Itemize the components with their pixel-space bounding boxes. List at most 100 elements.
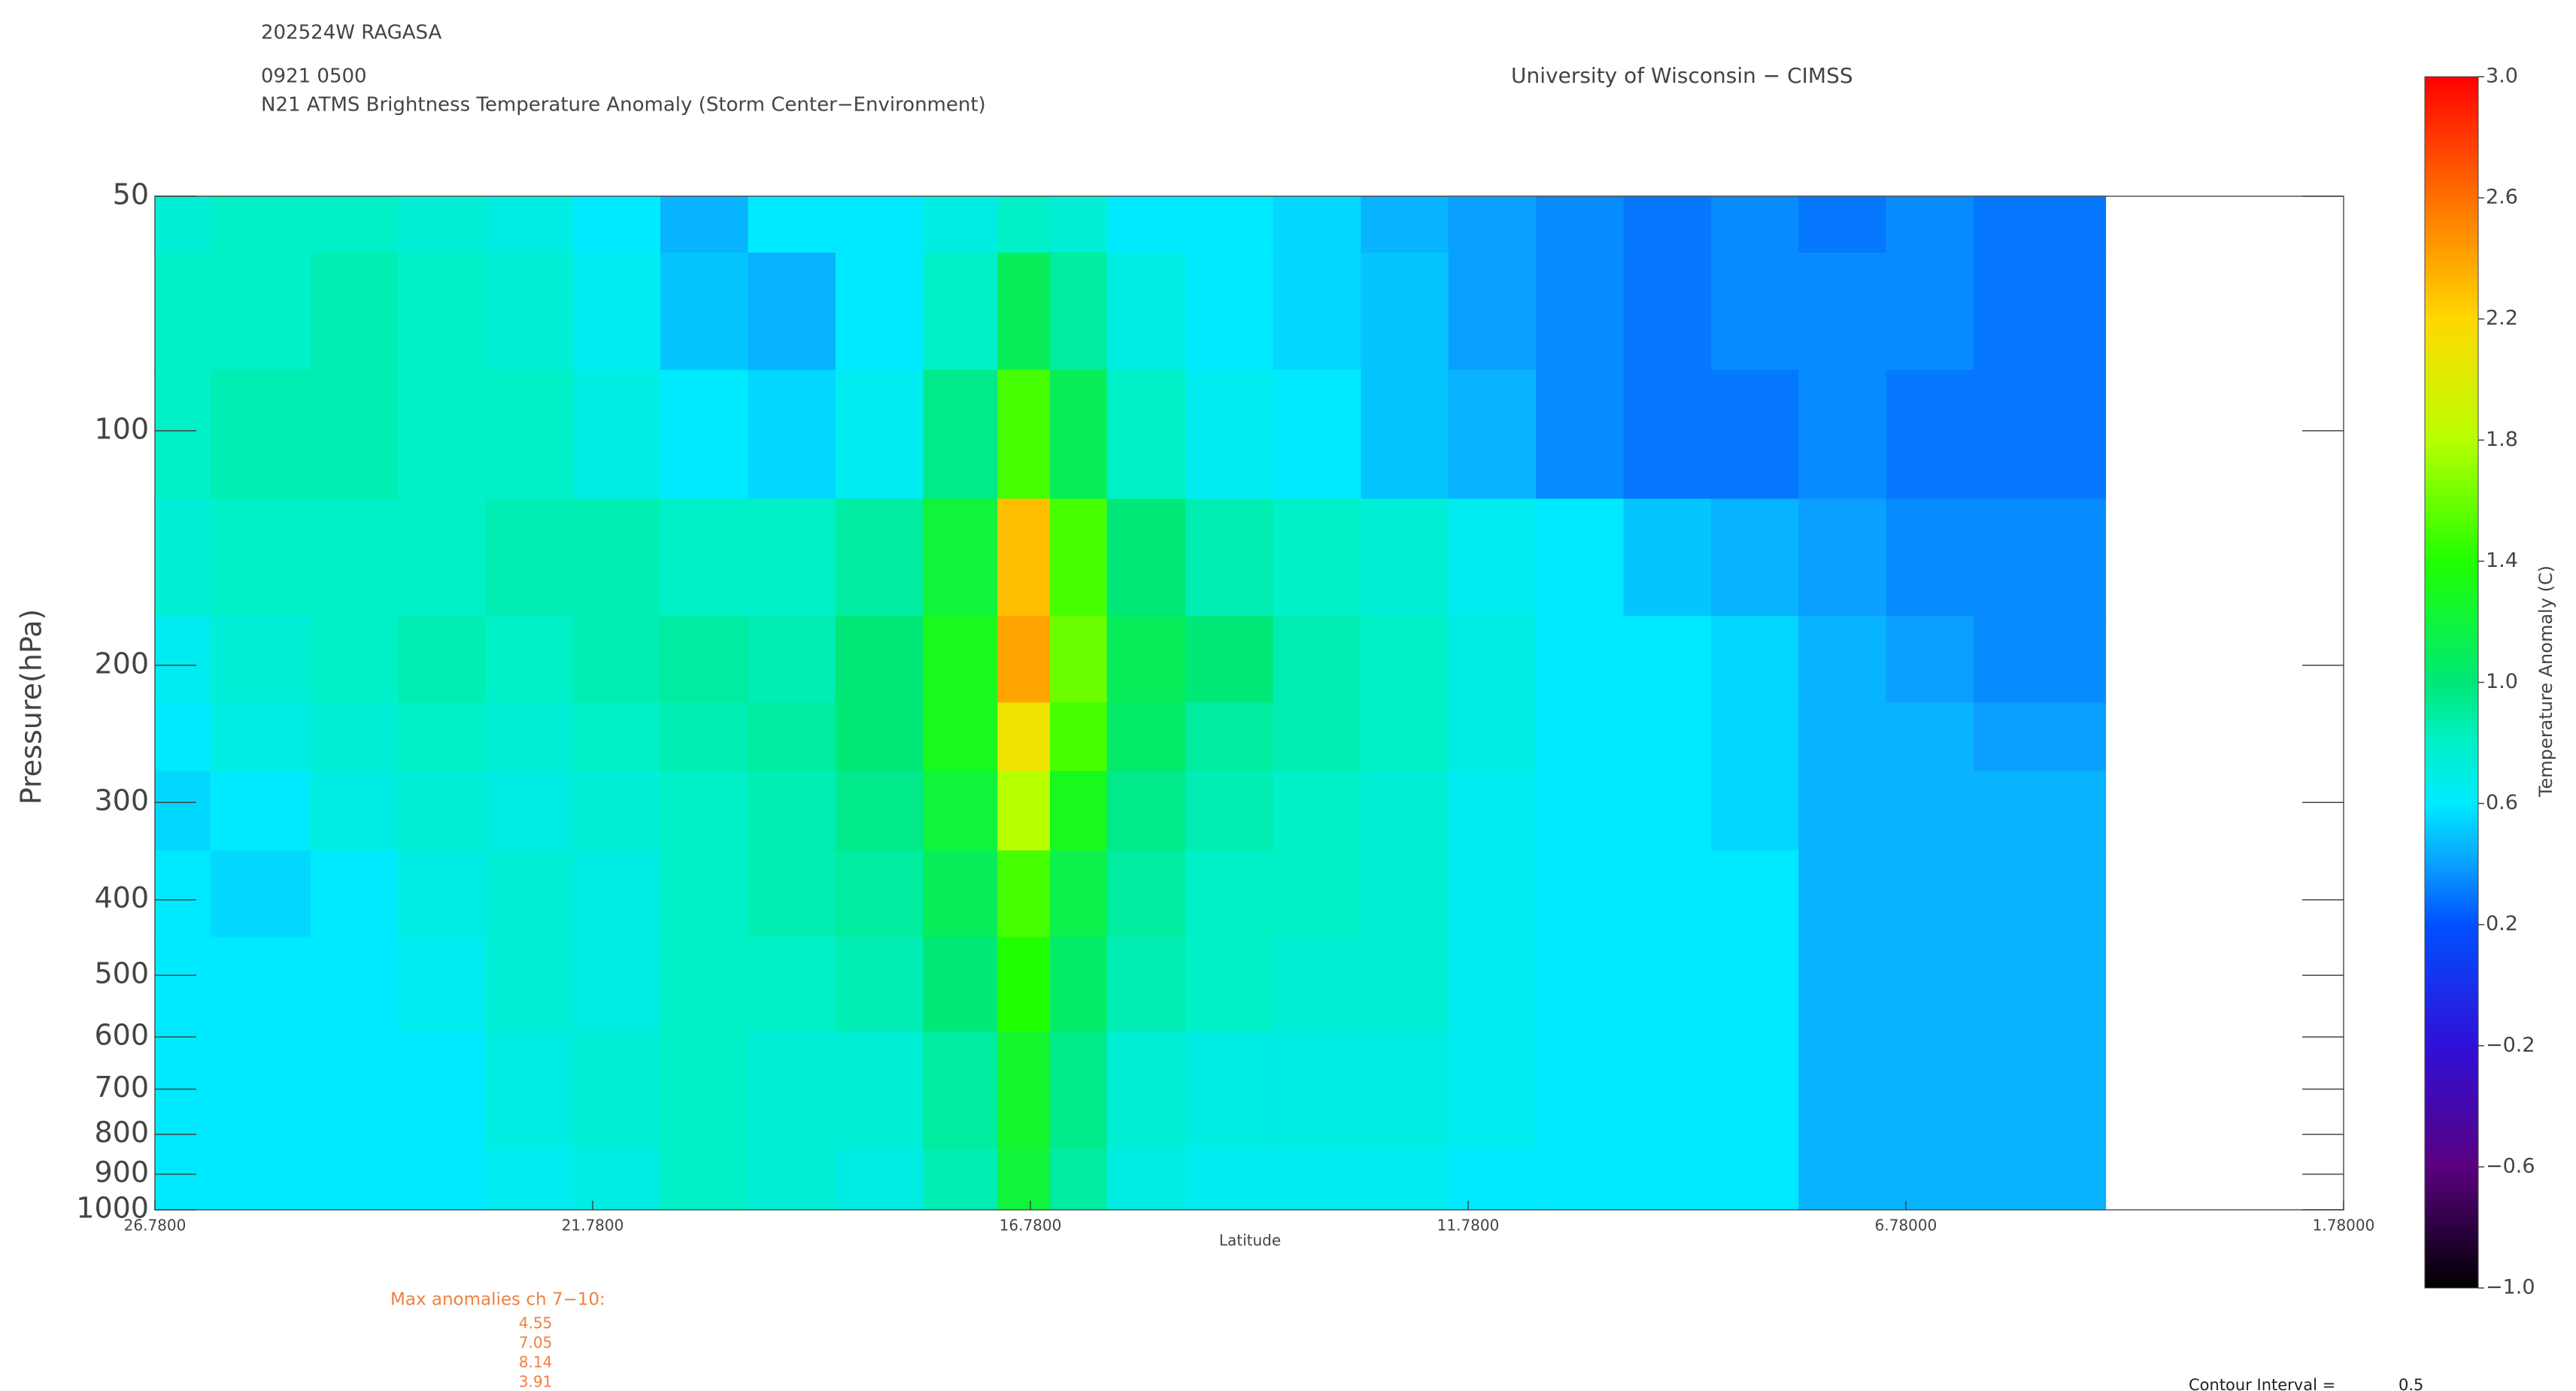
contour-cell <box>1448 499 1537 617</box>
contour-cell <box>1185 937 1275 1033</box>
x-axis-label: Latitude <box>1219 1232 1281 1250</box>
contour-cell <box>835 1149 924 1211</box>
contour-cell <box>835 499 924 617</box>
contour-cell <box>660 1149 749 1211</box>
contour-cell <box>572 850 662 938</box>
contour-cell <box>1050 369 1109 500</box>
plot-area <box>154 195 2107 1211</box>
contour-cell <box>397 616 487 704</box>
colorbar-tick-label: 3.0 <box>2486 65 2518 88</box>
contour-cell <box>1886 937 1975 1033</box>
contour-cell <box>154 195 212 254</box>
contour-cell <box>1536 195 1625 254</box>
contour-cell <box>310 1032 399 1150</box>
contour-cell <box>1106 771 1187 852</box>
y-tick-label: 50 <box>113 178 149 211</box>
contour-cell <box>1710 1032 1800 1150</box>
contour-cell <box>1974 1149 2062 1211</box>
contour-cell <box>1623 771 1713 852</box>
contour-cell <box>660 771 749 852</box>
contour-cell <box>1974 937 2062 1033</box>
contour-cell <box>1536 1149 1625 1211</box>
contour-cell <box>923 702 999 772</box>
contour-cell <box>1448 195 1537 254</box>
contour-cell <box>1798 1149 1888 1211</box>
contour-cell <box>1798 702 1888 772</box>
contour-cell <box>997 369 1051 500</box>
contour-cell <box>2061 850 2107 938</box>
contour-cell <box>1798 937 1888 1033</box>
colorbar-tick-label: −1.0 <box>2486 1276 2535 1299</box>
contour-cell <box>1050 937 1109 1033</box>
annotation-title: Max anomalies ch 7−10: <box>390 1290 605 1310</box>
y-tick-label: 1000 <box>76 1192 149 1225</box>
contour-cell <box>1185 252 1275 371</box>
contour-cell <box>1536 369 1625 500</box>
contour-cell <box>1106 1149 1187 1211</box>
contour-cell <box>154 369 212 500</box>
contour-cell <box>1448 252 1537 371</box>
contour-cell <box>1106 195 1187 254</box>
contour-cell <box>1886 369 1975 500</box>
contour-cell <box>1886 1149 1975 1211</box>
source: University of Wisconsin − CIMSS <box>1511 63 1853 88</box>
contour-cell <box>1273 252 1362 371</box>
colorbar-label: Temperature Anomaly (C) <box>2535 565 2556 798</box>
contour-cell <box>485 369 575 500</box>
contour-cell <box>835 702 924 772</box>
contour-cell <box>748 771 837 852</box>
contour-cell <box>748 850 837 938</box>
contour-cell <box>1106 499 1187 617</box>
contour-cell <box>1536 252 1625 371</box>
contour-cell <box>310 369 399 500</box>
y-tick-label: 600 <box>94 1019 149 1052</box>
colorbar-tick-label: 0.2 <box>2486 912 2518 935</box>
contour-cell <box>1623 616 1713 704</box>
contour-cell <box>748 1032 837 1150</box>
contour-cell <box>1273 771 1362 852</box>
contour-cell <box>1448 1149 1537 1211</box>
contour-cell <box>310 850 399 938</box>
contour-cell <box>1623 937 1713 1033</box>
contour-cell <box>923 499 999 617</box>
contour-cell <box>210 499 311 617</box>
contour-cell <box>1050 616 1109 704</box>
contour-cell <box>572 252 662 371</box>
contour-cell <box>660 702 749 772</box>
contour-cell <box>1448 369 1537 500</box>
contour-cell <box>1361 702 1450 772</box>
contour-cell <box>572 1149 662 1211</box>
contour-cell <box>1185 702 1275 772</box>
contour-cell <box>923 616 999 704</box>
contour-cell <box>997 1149 1051 1211</box>
contour-cell <box>1974 195 2062 254</box>
contour-cell <box>660 195 749 254</box>
contour-cell <box>485 1149 575 1211</box>
contour-cell <box>1185 616 1275 704</box>
contour-cell <box>1050 771 1109 852</box>
contour-cell <box>485 499 575 617</box>
contour-cell <box>485 195 575 254</box>
contour-cell <box>154 937 212 1033</box>
contour-cell <box>1623 195 1713 254</box>
contour-cell <box>997 1032 1051 1150</box>
contour-cell <box>1710 369 1800 500</box>
contour-cell <box>572 369 662 500</box>
contour-cell <box>397 1149 487 1211</box>
contour-cell <box>1798 771 1888 852</box>
contour-cell <box>997 702 1051 772</box>
contour-cell <box>1974 499 2062 617</box>
contour-cell <box>1623 499 1713 617</box>
contour-cell <box>748 616 837 704</box>
contour-cell <box>660 616 749 704</box>
contour-cell <box>660 369 749 500</box>
contour-cell <box>485 252 575 371</box>
contour-cell <box>1974 369 2062 500</box>
contour-cell <box>748 195 837 254</box>
contour-cell <box>660 850 749 938</box>
contour-cell <box>1710 616 1800 704</box>
contour-cell <box>1361 616 1450 704</box>
title-line: 0921 0500 <box>261 65 367 88</box>
contour-cell <box>154 850 212 938</box>
